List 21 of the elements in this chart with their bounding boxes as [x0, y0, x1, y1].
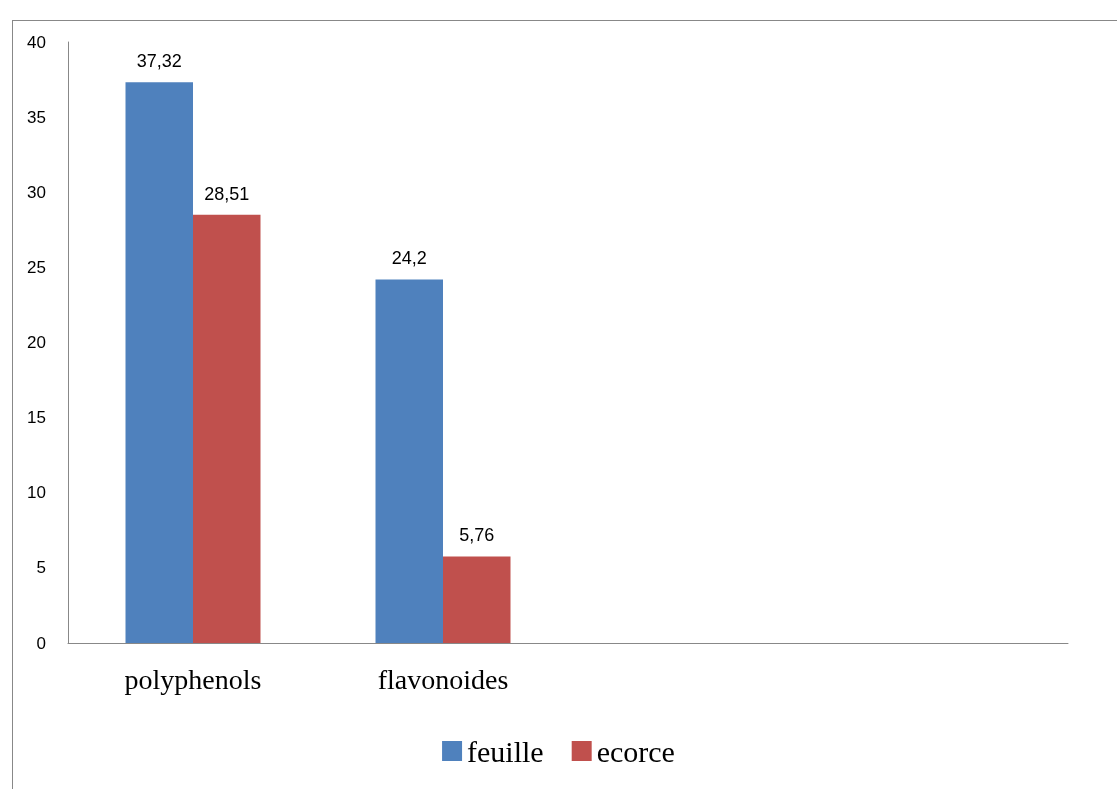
data-label: 28,51: [204, 183, 250, 204]
data-label: 37,32: [136, 51, 182, 72]
bar: [125, 82, 193, 643]
data-label: 5,76: [459, 525, 495, 546]
x-tick-label: polyphenols: [124, 663, 262, 695]
bar: [443, 556, 511, 643]
y-tick-label: 40: [27, 32, 46, 52]
y-tick-label: 35: [27, 107, 46, 127]
legend-label: feuille: [467, 734, 544, 768]
y-tick-label: 10: [27, 483, 46, 503]
y-tick-label: 0: [36, 633, 46, 653]
y-tick-label: 25: [27, 257, 46, 277]
bar: [375, 279, 443, 643]
y-tick-label: 15: [27, 408, 46, 428]
y-tick-label: 30: [27, 182, 46, 202]
bar: [193, 214, 261, 643]
y-tick-label: 20: [27, 333, 46, 352]
x-tick-label: flavonoides: [377, 663, 509, 695]
data-label: 24,2: [391, 248, 427, 269]
legend-label: ecorce: [596, 734, 675, 768]
y-tick-label: 5: [36, 558, 46, 578]
